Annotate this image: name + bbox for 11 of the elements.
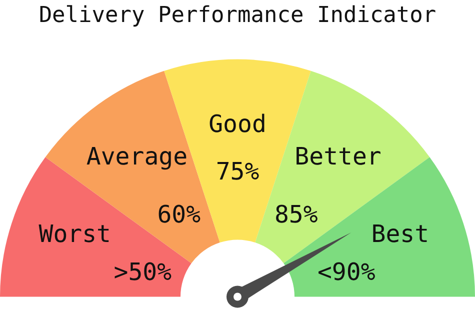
text: 85% <box>274 200 318 228</box>
slice-label: Average <box>86 142 188 171</box>
text: 60% <box>157 200 202 228</box>
slice-label: Best <box>371 220 430 248</box>
chart-title: Delivery Performance Indicator <box>38 2 438 30</box>
slice-label: Worst <box>38 220 111 248</box>
slice-label: Good <box>208 110 266 138</box>
text: <90% <box>317 258 376 286</box>
slice-label: Better <box>294 142 382 171</box>
text: >50% <box>114 258 172 286</box>
text: 75% <box>216 157 260 186</box>
